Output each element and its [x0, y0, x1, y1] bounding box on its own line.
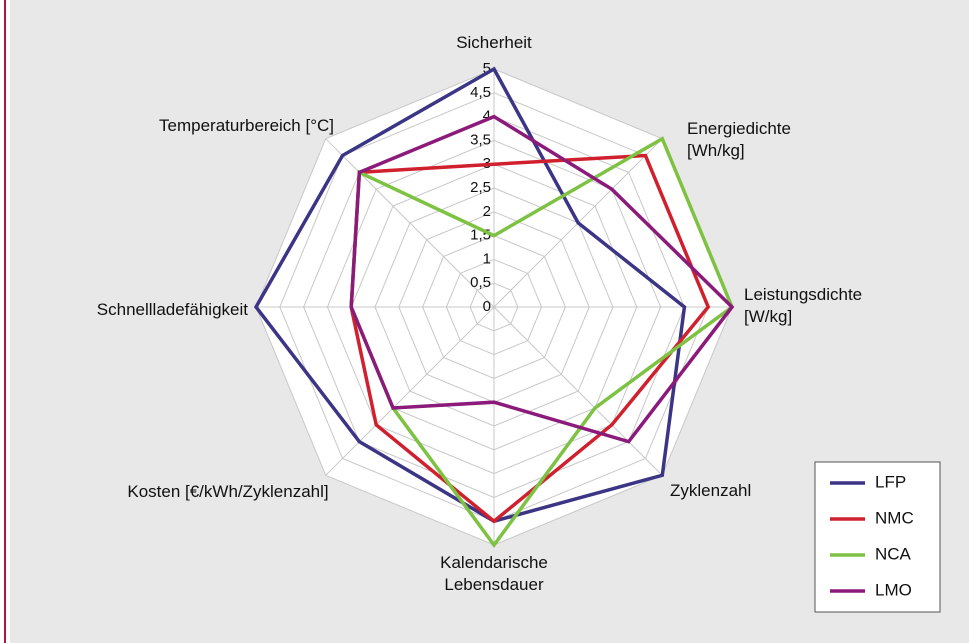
legend: LFP NMC NCA LMO [814, 461, 941, 613]
axis-label: Energiedichte [Wh/kg] [687, 119, 791, 160]
accent-line [4, 0, 6, 643]
r-tick-label: 4 [483, 108, 491, 125]
axis-label: Kosten [€/kWh/Zyklenzahl] [127, 482, 329, 501]
legend-box [814, 461, 941, 613]
r-tick-label: 2,5 [470, 179, 491, 196]
r-tick-label: 0,5 [470, 274, 491, 291]
spoke [325, 138, 495, 308]
r-tick-label: 4,5 [470, 84, 491, 101]
r-tick-label: 0 [483, 298, 491, 315]
axis-label: Sicherheit [456, 33, 532, 52]
spoke [493, 306, 663, 476]
axis-label: Zyklenzahl [670, 481, 752, 500]
legend-label: NCA [875, 544, 912, 563]
axis-label: Leistungsdichte [W/kg] [744, 285, 863, 326]
r-tick-label: 3,5 [470, 131, 491, 148]
series-line [349, 114, 735, 444]
legend-label: NMC [875, 508, 914, 527]
spoke [325, 306, 495, 476]
axis-label: Schnellladefähigkeit [96, 300, 248, 319]
legend-label: LMO [875, 580, 912, 599]
axis-label: Temperaturbereich [°C] [159, 116, 334, 135]
r-tick-label: 2 [483, 203, 491, 220]
legend-label: LFP [875, 472, 906, 491]
r-tick-label: 5 [483, 60, 491, 77]
r-tick-label: 1 [483, 250, 491, 267]
axis-label: Kalendarische Lebensdauer [440, 553, 548, 594]
